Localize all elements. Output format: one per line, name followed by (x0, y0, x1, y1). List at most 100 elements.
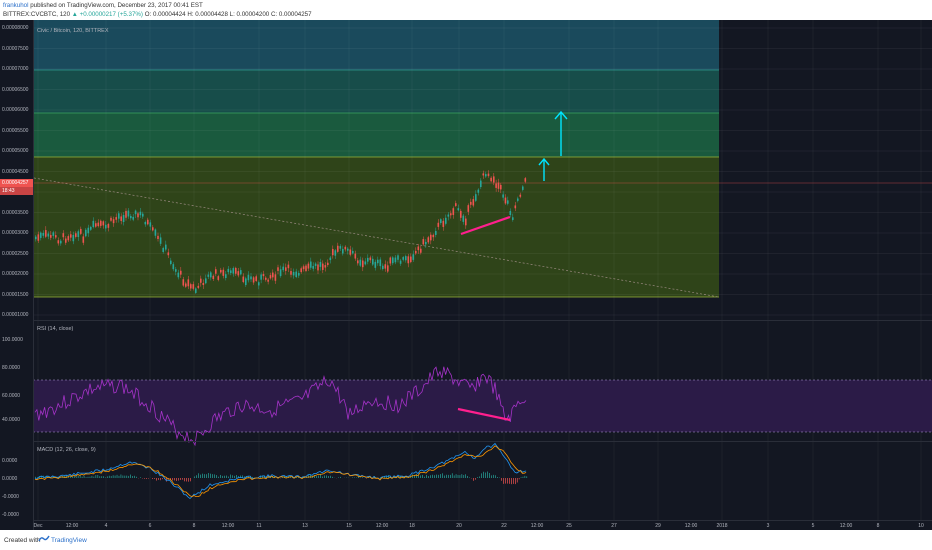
macd-bar (340, 476, 341, 478)
candle (262, 274, 265, 277)
candle (349, 249, 352, 255)
candlesticks (35, 170, 527, 294)
candle (265, 277, 267, 280)
candle (359, 259, 362, 266)
candle (337, 245, 339, 252)
candle (37, 234, 40, 241)
macd-bar (446, 474, 447, 478)
macd-bar (416, 473, 417, 478)
macd-bar (152, 478, 153, 480)
candle (225, 274, 227, 279)
candle (112, 219, 115, 224)
macd-pane-title: MACD (12, 26, close, 9) (37, 447, 96, 453)
price-axis[interactable] (0, 20, 34, 530)
macd-bar (426, 474, 427, 478)
macd-bar (176, 478, 177, 481)
macd-bar (420, 475, 421, 478)
macd-bar (132, 476, 133, 478)
price-tick: 0.00002000 (2, 271, 29, 277)
candle (247, 274, 250, 281)
candle (482, 173, 485, 176)
candle (512, 217, 514, 220)
future-region (721, 20, 932, 320)
chart-canvas[interactable] (0, 20, 932, 530)
macd-bar (511, 478, 512, 485)
macd-bar (234, 475, 235, 478)
candle (42, 232, 45, 236)
candle (509, 210, 512, 215)
time-tick: 12:00 (684, 523, 698, 529)
macd-bar (200, 474, 201, 478)
candle (35, 236, 37, 240)
macd-bar (106, 476, 108, 478)
candle (357, 260, 359, 264)
time-tick: Dec (33, 523, 43, 529)
time-tick: 2018 (716, 523, 728, 529)
macd-bar (507, 478, 508, 484)
macd-bar (198, 473, 199, 478)
price-tick: 0.00006000 (2, 107, 29, 113)
macd-bar (212, 474, 213, 478)
candle (235, 267, 237, 274)
candle (302, 266, 305, 270)
author-link[interactable]: frankuhol (3, 2, 29, 9)
candle (122, 215, 125, 222)
macd-bar (298, 476, 299, 478)
candle (362, 260, 364, 268)
macd-bar (208, 473, 209, 478)
macd-bar (436, 474, 437, 478)
chart-area[interactable]: 0.00008000 0.00007500 0.00007000 0.00006500… (0, 20, 932, 530)
macd-bar (270, 477, 271, 478)
candle (142, 213, 144, 217)
candle (237, 271, 240, 276)
candle (177, 272, 180, 278)
pane-divider-1[interactable] (33, 320, 932, 321)
time-tick: 11 (256, 523, 262, 529)
macd-bar (156, 478, 157, 481)
candle (354, 253, 357, 259)
macd-bar (46, 476, 48, 478)
macd-bar (442, 473, 443, 478)
pane-divider-2[interactable] (33, 441, 932, 442)
macd-bar (444, 475, 445, 478)
main-pane-title: Civic / Bitcoin, 120, BITTREX (37, 28, 109, 34)
candle (154, 229, 157, 236)
candle (118, 213, 120, 219)
candle (202, 282, 205, 286)
macd-bar (95, 475, 97, 478)
macd-bar (318, 475, 319, 478)
macd-bar (238, 476, 239, 478)
candle (298, 273, 300, 276)
macd-tick: -0.0000 (2, 494, 19, 500)
candle (312, 266, 314, 269)
time-tick: 12:00 (221, 523, 235, 529)
candle (285, 267, 287, 271)
macd-bar (438, 474, 439, 478)
candle (472, 199, 475, 206)
price-tick: 0.00008000 (2, 25, 29, 31)
macd-bar (105, 477, 106, 478)
candle (55, 235, 57, 238)
candle (75, 233, 77, 237)
macd-bar (103, 476, 105, 478)
candle (267, 279, 269, 282)
macd-bar (182, 478, 183, 480)
candle (347, 248, 349, 251)
candle (97, 222, 100, 227)
candle (137, 213, 139, 218)
macd-bar (146, 478, 147, 479)
candle (500, 184, 502, 190)
candle (329, 257, 332, 261)
macd-bar (316, 476, 317, 478)
candle (130, 215, 132, 219)
candle (344, 246, 347, 250)
macd-bar (190, 478, 191, 482)
candle (250, 276, 252, 280)
macd-bar (216, 475, 217, 478)
candle (475, 194, 477, 201)
candle (495, 183, 497, 188)
candle (524, 178, 527, 182)
rsi-divergence-line (457, 407, 511, 422)
tradingview-brand-link[interactable]: TradingView (51, 537, 87, 544)
candle (207, 274, 210, 277)
